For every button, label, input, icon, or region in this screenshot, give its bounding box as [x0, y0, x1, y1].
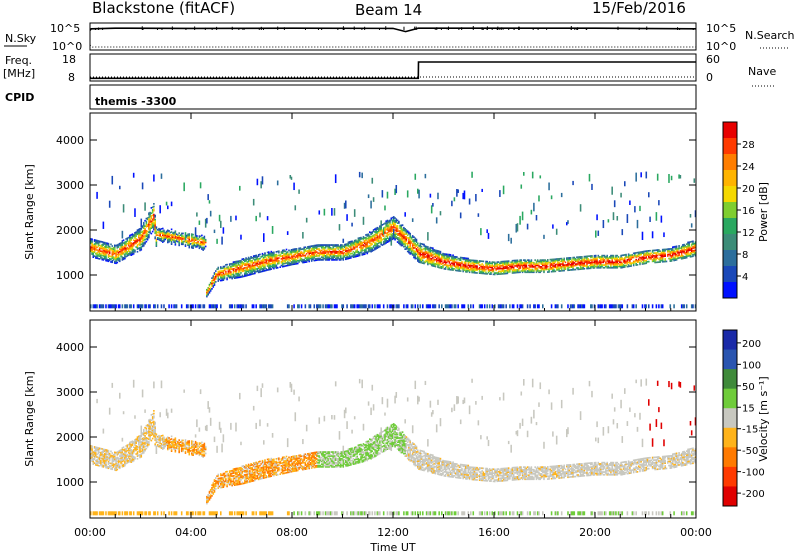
nsky-tick-high: 10^5 — [50, 22, 80, 35]
nsearch-tick-low: 10^0 — [706, 40, 736, 53]
velocity-ylabel: Slant Range [km] — [23, 371, 36, 467]
x-tick-label: 08:00 — [276, 526, 308, 539]
colorbar-swatch — [723, 330, 737, 351]
colorbar-swatch — [723, 369, 737, 390]
colorbar-swatch — [723, 122, 737, 139]
colorbar-swatch — [723, 186, 737, 203]
freq-label-1: Freq. — [5, 54, 32, 67]
y-tick-label: 4000 — [56, 341, 84, 354]
velocity-colorbar: 200 100 50 15 -15 -50 -100 -200 — [722, 329, 765, 507]
y-tick-label: 4000 — [56, 134, 84, 147]
velocity-data — [90, 378, 697, 516]
x-tick-label: 00:00 — [74, 526, 106, 539]
colorbar-tick: 50 — [742, 382, 755, 393]
colorbar-swatch — [723, 466, 737, 487]
colorbar-tick: 24 — [742, 162, 755, 173]
power-data — [90, 171, 697, 309]
freq-panel — [89, 53, 697, 82]
nsky-panel — [89, 22, 697, 51]
power-colorbar: 28 24 20 16 12 8 4 — [722, 121, 755, 299]
nsky-line — [89, 27, 697, 33]
y-tick-label: 1000 — [56, 476, 84, 489]
colorbar-tick: 28 — [742, 140, 755, 151]
y-tick-label: 3000 — [56, 179, 84, 192]
colorbar-swatch — [723, 486, 737, 507]
y-tick-label: 2000 — [56, 224, 84, 237]
y-tick-label: 3000 — [56, 386, 84, 399]
x-tick-label: 04:00 — [175, 526, 207, 539]
colorbar-tick: 8 — [742, 250, 748, 261]
colorbar-swatch — [723, 282, 737, 299]
velocity-yaxis: 1000 2000 3000 4000 — [56, 341, 696, 489]
velocity-colorbar-title: Velocity [m s⁻¹] — [757, 376, 770, 461]
colorbar-tick: 16 — [742, 206, 755, 217]
colorbar-swatch — [723, 447, 737, 468]
freq-label-2: [MHz] — [3, 67, 35, 80]
x-tick-label: 20:00 — [579, 526, 611, 539]
y-tick-label: 2000 — [56, 431, 84, 444]
colorbar-swatch — [723, 250, 737, 267]
colorbar-swatch — [723, 154, 737, 171]
colorbar-tick: 200 — [742, 339, 761, 350]
colorbar-swatch — [723, 170, 737, 187]
beam-title: Beam 14 — [355, 1, 422, 19]
colorbar-tick: -200 — [742, 489, 765, 500]
cpid-value: themis -3300 — [95, 95, 177, 108]
nsky-tick-low: 10^0 — [52, 40, 82, 53]
colorbar-tick: 100 — [742, 360, 761, 371]
velocity-panel — [89, 319, 697, 519]
x-tick-label: 12:00 — [377, 526, 409, 539]
power-colorbar-title: Power [dB] — [757, 182, 770, 242]
colorbar-swatch — [723, 349, 737, 370]
station-title: Blackstone (fitACF) — [92, 0, 235, 17]
power-panel — [89, 112, 697, 312]
colorbar-tick: -50 — [742, 446, 758, 457]
colorbar-tick: 4 — [742, 272, 748, 283]
colorbar-tick: -100 — [742, 468, 765, 479]
date-title: 15/Feb/2016 — [592, 0, 686, 17]
nsearch-line — [89, 44, 696, 48]
nsearch-label: N.Search — [745, 29, 795, 42]
colorbar-swatch — [723, 427, 737, 448]
x-tick-label: 00:00 — [680, 526, 712, 539]
colorbar-tick: 15 — [742, 403, 755, 414]
x-axis-label: Time UT — [369, 541, 415, 554]
nave-label: Nave — [748, 65, 776, 78]
nave-tick-low: 0 — [706, 71, 713, 84]
power-ylabel: Slant Range [km] — [23, 164, 36, 260]
nsky-label: N.Sky — [5, 32, 37, 45]
colorbar-tick: -15 — [742, 425, 758, 436]
colorbar-swatch — [723, 202, 737, 219]
colorbar-swatch — [723, 408, 737, 429]
freq-tick-high: 18 — [62, 53, 76, 66]
x-axis: 00:00 04:00 08:00 12:00 16:00 20:00 00:00 — [74, 113, 712, 539]
colorbar-swatch — [723, 266, 737, 283]
colorbar-swatch — [723, 138, 737, 155]
freq-tick-low: 8 — [68, 71, 75, 84]
x-tick-label: 16:00 — [478, 526, 510, 539]
nave-tick-high: 60 — [706, 53, 720, 66]
cpid-label: CPID — [5, 91, 34, 104]
cpid-panel — [89, 84, 697, 110]
freq-line — [90, 61, 696, 80]
colorbar-swatch — [723, 218, 737, 235]
colorbar-swatch — [723, 388, 737, 409]
power-yaxis: 1000 2000 3000 4000 — [56, 134, 696, 282]
colorbar-tick: 12 — [742, 228, 755, 239]
colorbar-swatch — [723, 234, 737, 251]
y-tick-label: 1000 — [56, 269, 84, 282]
colorbar-tick: 20 — [742, 184, 755, 195]
nsearch-tick-high: 10^5 — [706, 22, 736, 35]
